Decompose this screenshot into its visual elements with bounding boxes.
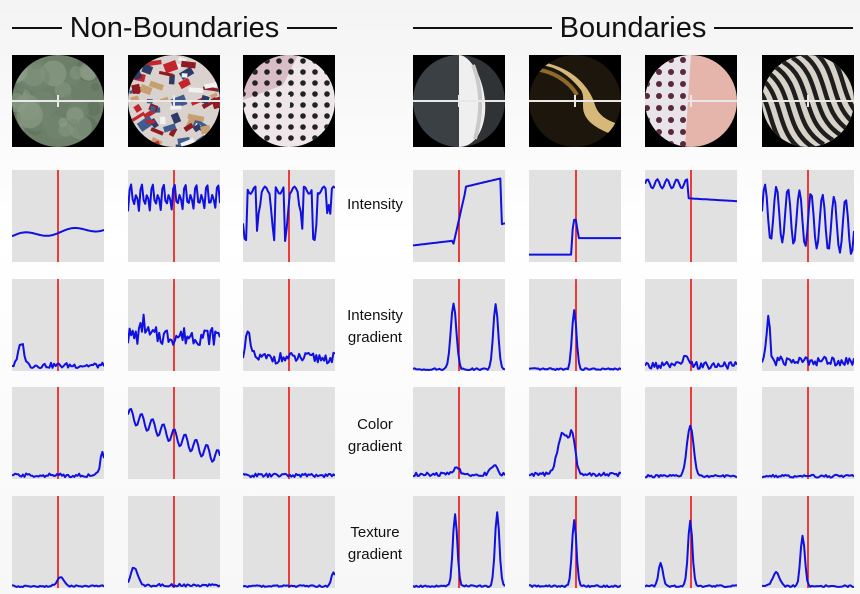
signal-curve xyxy=(12,576,104,588)
plot-intensity-gradient-red-patterned xyxy=(128,279,220,371)
signal-curve xyxy=(762,183,854,255)
signal-curve xyxy=(529,519,621,588)
signal-curve xyxy=(413,511,505,588)
signal-curve xyxy=(413,302,505,371)
signal-curve xyxy=(243,330,335,365)
signal-curve xyxy=(645,519,737,588)
signal-curve xyxy=(529,429,621,478)
header-rule-left xyxy=(413,27,552,29)
plot-color-gradient-polka-dots xyxy=(243,387,335,479)
plot-intensity-gradient-zebra-stripes xyxy=(762,279,854,371)
signal-curve xyxy=(645,424,737,479)
plot-color-gradient-red-patterned xyxy=(128,387,220,479)
signal-curve xyxy=(762,534,854,588)
patch-image xyxy=(645,55,737,147)
signal-curve xyxy=(128,566,220,588)
signal-curve xyxy=(413,464,505,478)
plot-color-gradient-dark-golden-curve xyxy=(529,387,621,479)
plot-intensity-gradient-polka-pink-edge xyxy=(645,279,737,371)
row-label-color-gradient: Color gradient xyxy=(347,416,403,455)
plot-intensity-black-white-edge xyxy=(413,170,505,262)
patch-image xyxy=(243,55,335,147)
plot-texture-gradient-polka-pink-edge xyxy=(645,496,737,588)
signal-curve xyxy=(529,309,621,371)
plot-intensity-red-patterned xyxy=(128,170,220,262)
signal-curve xyxy=(128,313,220,346)
signal-curve xyxy=(762,473,854,479)
header-rule-left xyxy=(12,27,62,29)
signal-curve xyxy=(529,218,621,256)
signal-curve xyxy=(243,472,335,479)
signal-curve xyxy=(762,314,854,367)
plot-intensity-polka-dots xyxy=(243,170,335,262)
signal-curve xyxy=(645,354,737,370)
patch-dark-golden-curve xyxy=(529,55,621,147)
header-rule-right xyxy=(714,27,853,29)
header-non-boundaries-text: Non-Boundaries xyxy=(69,11,280,44)
plot-intensity-polka-pink-edge xyxy=(645,170,737,262)
signal-curve xyxy=(128,407,220,463)
patch-image xyxy=(529,55,621,147)
plot-texture-gradient-zebra-stripes xyxy=(762,496,854,588)
signal-curve xyxy=(243,571,335,588)
header-boundaries: Boundaries xyxy=(413,6,853,50)
patch-mossy-green xyxy=(12,55,104,147)
plot-texture-gradient-red-patterned xyxy=(128,496,220,588)
patch-black-white-edge xyxy=(413,55,505,147)
plot-color-gradient-mossy-green xyxy=(12,387,104,479)
plot-intensity-dark-golden-curve xyxy=(529,170,621,262)
header-rule-right xyxy=(287,27,338,29)
plot-texture-gradient-mossy-green xyxy=(12,496,104,588)
plot-texture-gradient-black-white-edge xyxy=(413,496,505,588)
signal-curve xyxy=(128,183,220,212)
patch-polka-pink-edge xyxy=(645,55,737,147)
signal-curve xyxy=(243,185,335,242)
plot-intensity-gradient-dark-golden-curve xyxy=(529,279,621,371)
row-label-texture-gradient: Texture gradient xyxy=(347,524,403,563)
plot-color-gradient-zebra-stripes xyxy=(762,387,854,479)
header-boundaries-text: Boundaries xyxy=(559,11,707,44)
patch-image xyxy=(12,55,104,147)
patch-image xyxy=(762,55,854,147)
plot-intensity-gradient-black-white-edge xyxy=(413,279,505,371)
row-label-intensity-gradient: Intensity gradient xyxy=(347,307,403,346)
signal-curve xyxy=(413,177,505,247)
plot-color-gradient-polka-pink-edge xyxy=(645,387,737,479)
patch-polka-dots xyxy=(243,55,335,147)
plot-texture-gradient-polka-dots xyxy=(243,496,335,588)
signal-curve xyxy=(12,450,104,479)
patch-zebra-stripes xyxy=(762,55,854,147)
signal-curve xyxy=(645,178,737,203)
plot-color-gradient-black-white-edge xyxy=(413,387,505,479)
patch-red-patterned xyxy=(128,55,220,147)
plot-intensity-mossy-green xyxy=(12,170,104,262)
plot-intensity-gradient-mossy-green xyxy=(12,279,104,371)
row-label-intensity: Intensity xyxy=(347,196,403,213)
patch-image xyxy=(128,55,220,147)
plot-texture-gradient-dark-golden-curve xyxy=(529,496,621,588)
signal-curve xyxy=(12,227,104,238)
signal-curve xyxy=(12,343,104,370)
header-non-boundaries: Non-Boundaries xyxy=(12,6,338,50)
patch-image xyxy=(413,55,505,147)
plot-intensity-gradient-polka-dots xyxy=(243,279,335,371)
plot-intensity-zebra-stripes xyxy=(762,170,854,262)
